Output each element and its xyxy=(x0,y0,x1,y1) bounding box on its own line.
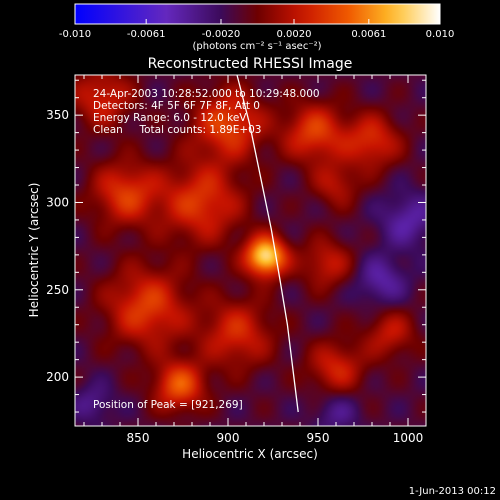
y-tick-label: 200 xyxy=(46,370,69,384)
x-tick-label: 850 xyxy=(127,431,150,445)
colorbar-tick-label: -0.010 xyxy=(59,29,91,40)
colorbar-gradient xyxy=(74,3,441,25)
solar-limb-line xyxy=(236,75,299,413)
y-tick-label: 300 xyxy=(46,195,69,209)
heatmap-area xyxy=(75,75,426,426)
colorbar-unit-label: (photons cm⁻² s⁻¹ asec⁻²) xyxy=(192,41,321,52)
colorbar-tick-label: -0.0061 xyxy=(127,29,166,40)
y-axis-label: Heliocentric Y (arcsec) xyxy=(27,183,41,318)
annotation-energy-range: Energy Range: 6.0 - 12.0 keV xyxy=(93,112,247,124)
x-axis: 850 900 950 1000 xyxy=(83,75,427,445)
annotation-time-range: 24-Apr-2003 10:28:52.000 to 10:29:48.000 xyxy=(93,88,320,100)
annotation-peak-position: Position of Peak = [921,269] xyxy=(93,399,243,411)
colorbar-tick-label: 0.0020 xyxy=(277,29,312,40)
x-tick-label: 1000 xyxy=(393,431,424,445)
chart-title: Reconstructed RHESSI Image xyxy=(148,56,353,72)
footer-timestamp: 1-Jun-2013 00:12 xyxy=(409,486,496,497)
colorbar-ticks: -0.010 -0.0061 -0.0020 0.0020 0.0061 0.010 xyxy=(59,19,454,40)
annotation-detectors: Detectors: 4F 5F 6F 7F 8F, Att 0 xyxy=(93,100,260,112)
plot-frame xyxy=(74,74,427,427)
y-tick-label: 350 xyxy=(46,108,69,122)
y-axis: 200 250 300 350 xyxy=(46,79,426,413)
annotation-block: 24-Apr-2003 10:28:52.000 to 10:29:48.000… xyxy=(93,88,320,411)
colorbar: -0.010 -0.0061 -0.0020 0.0020 0.0061 0.010 (p… xyxy=(59,3,454,52)
x-tick-label: 900 xyxy=(217,431,240,445)
y-tick-label: 250 xyxy=(46,283,69,297)
heatmap-image xyxy=(75,75,426,426)
colorbar-tick-label: 0.0061 xyxy=(351,29,386,40)
x-tick-label: 950 xyxy=(307,431,330,445)
x-axis-label: Heliocentric X (arcsec) xyxy=(182,447,318,461)
colorbar-tick-label: 0.010 xyxy=(426,29,455,40)
annotation-clean-counts: Clean Total counts: 1.89E+03 xyxy=(93,124,262,136)
colorbar-tick-label: -0.0020 xyxy=(202,29,241,40)
